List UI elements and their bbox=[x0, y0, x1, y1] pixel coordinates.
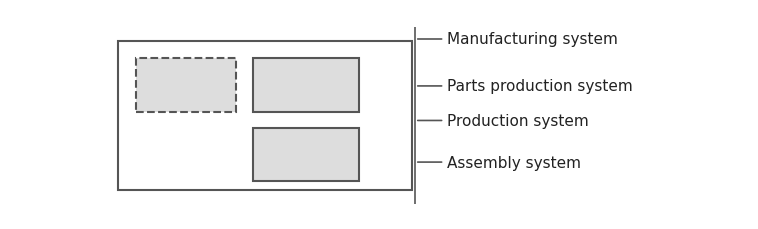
Bar bbox=[253, 128, 359, 181]
Text: Assembly system: Assembly system bbox=[418, 155, 581, 170]
Bar bbox=[118, 42, 412, 190]
Text: Production system: Production system bbox=[418, 113, 589, 128]
Bar bbox=[136, 59, 236, 112]
Text: Parts production system: Parts production system bbox=[418, 79, 633, 94]
Bar bbox=[253, 59, 359, 112]
Text: Manufacturing system: Manufacturing system bbox=[418, 32, 618, 47]
